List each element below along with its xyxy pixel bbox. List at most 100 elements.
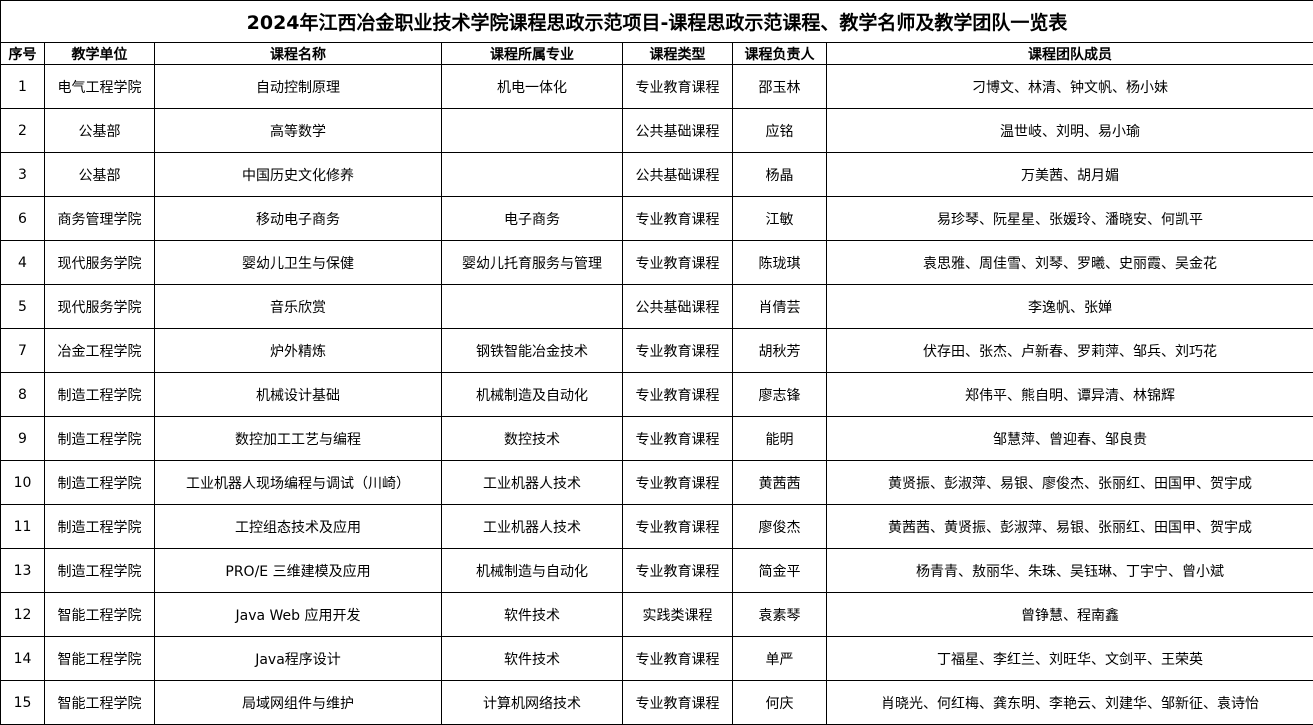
cell-course-name: 自动控制原理 — [155, 65, 442, 109]
cell-major: 工业机器人技术 — [442, 505, 623, 549]
cell-course-name: 婴幼儿卫生与保健 — [155, 241, 442, 285]
cell-unit: 公基部 — [45, 109, 155, 153]
cell-unit: 智能工程学院 — [45, 681, 155, 725]
cell-index: 7 — [1, 329, 45, 373]
cell-course-name: 机械设计基础 — [155, 373, 442, 417]
cell-unit: 制造工程学院 — [45, 373, 155, 417]
cell-leader: 杨晶 — [733, 153, 827, 197]
header-course-type: 课程类型 — [623, 43, 733, 65]
cell-course-type: 公共基础课程 — [623, 285, 733, 329]
cell-course-type: 专业教育课程 — [623, 65, 733, 109]
cell-course-name: 工控组态技术及应用 — [155, 505, 442, 549]
cell-team-members: 刁博文、林清、钟文帆、杨小妹 — [827, 65, 1313, 109]
cell-team-members: 袁思雅、周佳雪、刘琴、罗曦、史丽霞、吴金花 — [827, 241, 1313, 285]
cell-unit: 制造工程学院 — [45, 549, 155, 593]
cell-team-members: 肖晓光、何红梅、龚东明、李艳云、刘建华、邹新征、袁诗怡 — [827, 681, 1313, 725]
cell-unit: 电气工程学院 — [45, 65, 155, 109]
cell-course-name: 工业机器人现场编程与调试（川崎） — [155, 461, 442, 505]
cell-index: 5 — [1, 285, 45, 329]
cell-team-members: 温世岐、刘明、易小瑜 — [827, 109, 1313, 153]
cell-course-type: 专业教育课程 — [623, 241, 733, 285]
cell-team-members: 易珍琴、阮星星、张媛玲、潘晓安、何凯平 — [827, 197, 1313, 241]
cell-major: 软件技术 — [442, 593, 623, 637]
cell-leader: 能明 — [733, 417, 827, 461]
cell-unit: 制造工程学院 — [45, 505, 155, 549]
cell-unit: 制造工程学院 — [45, 417, 155, 461]
cell-leader: 袁素琴 — [733, 593, 827, 637]
cell-course-type: 专业教育课程 — [623, 329, 733, 373]
cell-index: 9 — [1, 417, 45, 461]
cell-course-type: 公共基础课程 — [623, 109, 733, 153]
cell-team-members: 伏存田、张杰、卢新春、罗莉萍、邹兵、刘巧花 — [827, 329, 1313, 373]
cell-index: 3 — [1, 153, 45, 197]
cell-course-type: 专业教育课程 — [623, 681, 733, 725]
cell-course-type: 专业教育课程 — [623, 637, 733, 681]
cell-leader: 应铭 — [733, 109, 827, 153]
cell-major: 机电一体化 — [442, 65, 623, 109]
header-row: 序号 教学单位 课程名称 课程所属专业 课程类型 课程负责人 课程团队成员 — [1, 43, 1313, 65]
cell-unit: 公基部 — [45, 153, 155, 197]
cell-unit: 制造工程学院 — [45, 461, 155, 505]
cell-major — [442, 153, 623, 197]
cell-leader: 廖志锋 — [733, 373, 827, 417]
cell-course-type: 专业教育课程 — [623, 461, 733, 505]
cell-team-members: 郑伟平、熊自明、谭异清、林锦辉 — [827, 373, 1313, 417]
cell-course-name: 中国历史文化修养 — [155, 153, 442, 197]
cell-index: 13 — [1, 549, 45, 593]
cell-team-members: 曾铮慧、程南鑫 — [827, 593, 1313, 637]
cell-course-name: 炉外精炼 — [155, 329, 442, 373]
header-team-members: 课程团队成员 — [827, 43, 1313, 65]
cell-leader: 黄茜茜 — [733, 461, 827, 505]
cell-leader: 肖倩芸 — [733, 285, 827, 329]
cell-course-name: Java Web 应用开发 — [155, 593, 442, 637]
cell-course-name: 数控加工工艺与编程 — [155, 417, 442, 461]
cell-leader: 陈珑琪 — [733, 241, 827, 285]
cell-leader: 邵玉林 — [733, 65, 827, 109]
cell-course-name: 移动电子商务 — [155, 197, 442, 241]
table-title: 2024年江西冶金职业技术学院课程思政示范项目-课程思政示范课程、教学名师及教学… — [1, 1, 1313, 43]
cell-team-members: 黄贤振、彭淑萍、易银、廖俊杰、张丽红、田国甲、贺宇成 — [827, 461, 1313, 505]
cell-major: 机械制造及自动化 — [442, 373, 623, 417]
cell-team-members: 丁福星、李红兰、刘旺华、文剑平、王荣英 — [827, 637, 1313, 681]
cell-team-members: 万美茜、胡月媚 — [827, 153, 1313, 197]
header-index: 序号 — [1, 43, 45, 65]
cell-index: 10 — [1, 461, 45, 505]
cell-course-name: Java程序设计 — [155, 637, 442, 681]
cell-index: 8 — [1, 373, 45, 417]
cell-course-type: 专业教育课程 — [623, 373, 733, 417]
cell-unit: 商务管理学院 — [45, 197, 155, 241]
title-row: 2024年江西冶金职业技术学院课程思政示范项目-课程思政示范课程、教学名师及教学… — [1, 1, 1313, 43]
cell-team-members: 邹慧萍、曾迎春、邹良贵 — [827, 417, 1313, 461]
cell-leader: 单严 — [733, 637, 827, 681]
header-major: 课程所属专业 — [442, 43, 623, 65]
cell-course-type: 公共基础课程 — [623, 153, 733, 197]
header-leader: 课程负责人 — [733, 43, 827, 65]
cell-major: 计算机网络技术 — [442, 681, 623, 725]
cell-course-type: 实践类课程 — [623, 593, 733, 637]
cell-course-name: 高等数学 — [155, 109, 442, 153]
cell-leader: 廖俊杰 — [733, 505, 827, 549]
cell-major — [442, 285, 623, 329]
cell-major: 数控技术 — [442, 417, 623, 461]
cell-major: 钢铁智能冶金技术 — [442, 329, 623, 373]
cell-course-type: 专业教育课程 — [623, 417, 733, 461]
cell-unit: 现代服务学院 — [45, 241, 155, 285]
cell-index: 1 — [1, 65, 45, 109]
cell-major: 机械制造与自动化 — [442, 549, 623, 593]
cell-leader: 简金平 — [733, 549, 827, 593]
cell-team-members: 杨青青、敖丽华、朱珠、吴钰琳、丁宇宁、曾小斌 — [827, 549, 1313, 593]
